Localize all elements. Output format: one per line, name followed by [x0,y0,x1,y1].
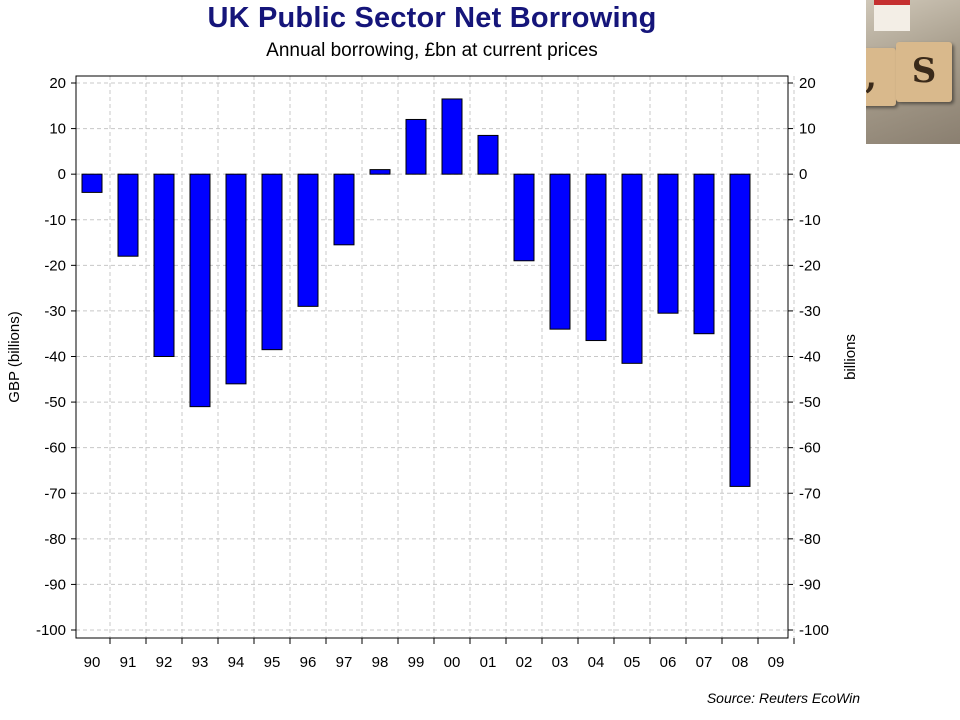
bar-03 [549,173,571,330]
y-tick-label-left: -60 [44,440,66,457]
y-tick-label-right: -40 [799,349,821,366]
bar-01 [477,134,499,175]
x-tick-label: 91 [120,654,137,671]
x-tick-label: 97 [336,654,353,671]
x-tick-label: 96 [300,654,317,671]
x-tick-label: 01 [480,654,497,671]
bar-91 [117,173,139,257]
x-tick-label: 94 [228,654,245,671]
bar-07 [693,173,715,335]
chart-title: UK Public Sector Net Borrowing [207,2,657,34]
x-tick-labels: 90 91 92 93 94 95 96 97 98 99 00 01 02 03 04 05 06 07 08 09 [84,654,785,671]
y-tick-label-left: -100 [36,622,66,639]
y-tick-label-right: -90 [799,576,821,593]
x-tick-label: 05 [624,654,641,671]
y-tick-label-left: -80 [44,531,66,548]
bar-95 [261,173,283,351]
x-tick-label: 06 [660,654,677,671]
bar-93 [189,173,211,408]
x-tick-label: 03 [552,654,569,671]
grid-lines [76,76,795,638]
word-score-card [874,0,910,31]
y-axis-label-right: billions [842,334,859,380]
y-tick-label-left: -30 [44,303,66,320]
y-tick-label-left: 0 [58,166,66,183]
y-tick-label-right: -60 [799,440,821,457]
x-tick-label: 92 [156,654,173,671]
x-tick-label: 98 [372,654,389,671]
y-tick-label-left: 10 [49,121,66,138]
x-tick-label: 95 [264,654,281,671]
x-tick-label: 02 [516,654,533,671]
y-tick-label-right: -10 [799,212,821,229]
bar-05 [621,173,643,364]
y-tick-label-right: -30 [799,303,821,320]
y-tick-label-left: -50 [44,394,66,411]
chart-subtitle: Annual borrowing, £bn at current prices [266,40,598,61]
y-tick-label-right: -70 [799,485,821,502]
y-tick-label-right: 20 [799,75,816,92]
x-tick-label: 04 [588,654,605,671]
y-tick-label-right: -20 [799,257,821,274]
bar-94 [225,173,247,385]
bar-98 [369,169,391,175]
bar-96 [297,173,319,307]
x-tick-label: 08 [732,654,749,671]
bar-02 [513,173,535,262]
y-tick-label-left: -20 [44,257,66,274]
y-tick-label-left: -70 [44,485,66,502]
x-tick-label: 07 [696,654,713,671]
bars [81,98,751,487]
x-tick-label: 93 [192,654,209,671]
scrabble-photo: , S [866,0,960,144]
bar-08 [729,173,751,487]
y-tick-label-right: 10 [799,121,816,138]
x-tick-label: 99 [408,654,425,671]
y-tick-label-left: 20 [49,75,66,92]
bar-90 [81,173,103,193]
bar-99 [405,118,427,175]
letter-tile-s: S [896,42,952,102]
bar-92 [153,173,175,357]
x-tick-label: 09 [768,654,785,671]
bar-06 [657,173,679,314]
y-tick-label-right: 0 [799,166,807,183]
y-tick-labels-right: 20 10 0 -10 -20 -30 -40 -50 -60 -70 -80 -90 -100 [799,75,829,639]
y-axis-label-left: GBP (billions) [6,311,23,402]
y-tick-labels-left: 20 10 0 -10 -20 -30 -40 -50 -60 -70 -80 -90 -100 [36,75,66,639]
bar-00 [441,98,463,175]
y-tick-label-left: -90 [44,576,66,593]
bar-97 [333,173,355,246]
bar-04 [585,173,607,342]
y-tick-label-right: -80 [799,531,821,548]
x-tick-label: 00 [444,654,461,671]
tick-marks [71,82,795,644]
y-tick-label-right: -50 [799,394,821,411]
y-tick-label-left: -40 [44,349,66,366]
y-tick-label-right: -100 [799,622,829,639]
letter-tile-partial: , [866,48,896,106]
source-note: Source: Reuters EcoWin [706,690,860,706]
y-tick-label-left: -10 [44,212,66,229]
x-tick-label: 90 [84,654,101,671]
